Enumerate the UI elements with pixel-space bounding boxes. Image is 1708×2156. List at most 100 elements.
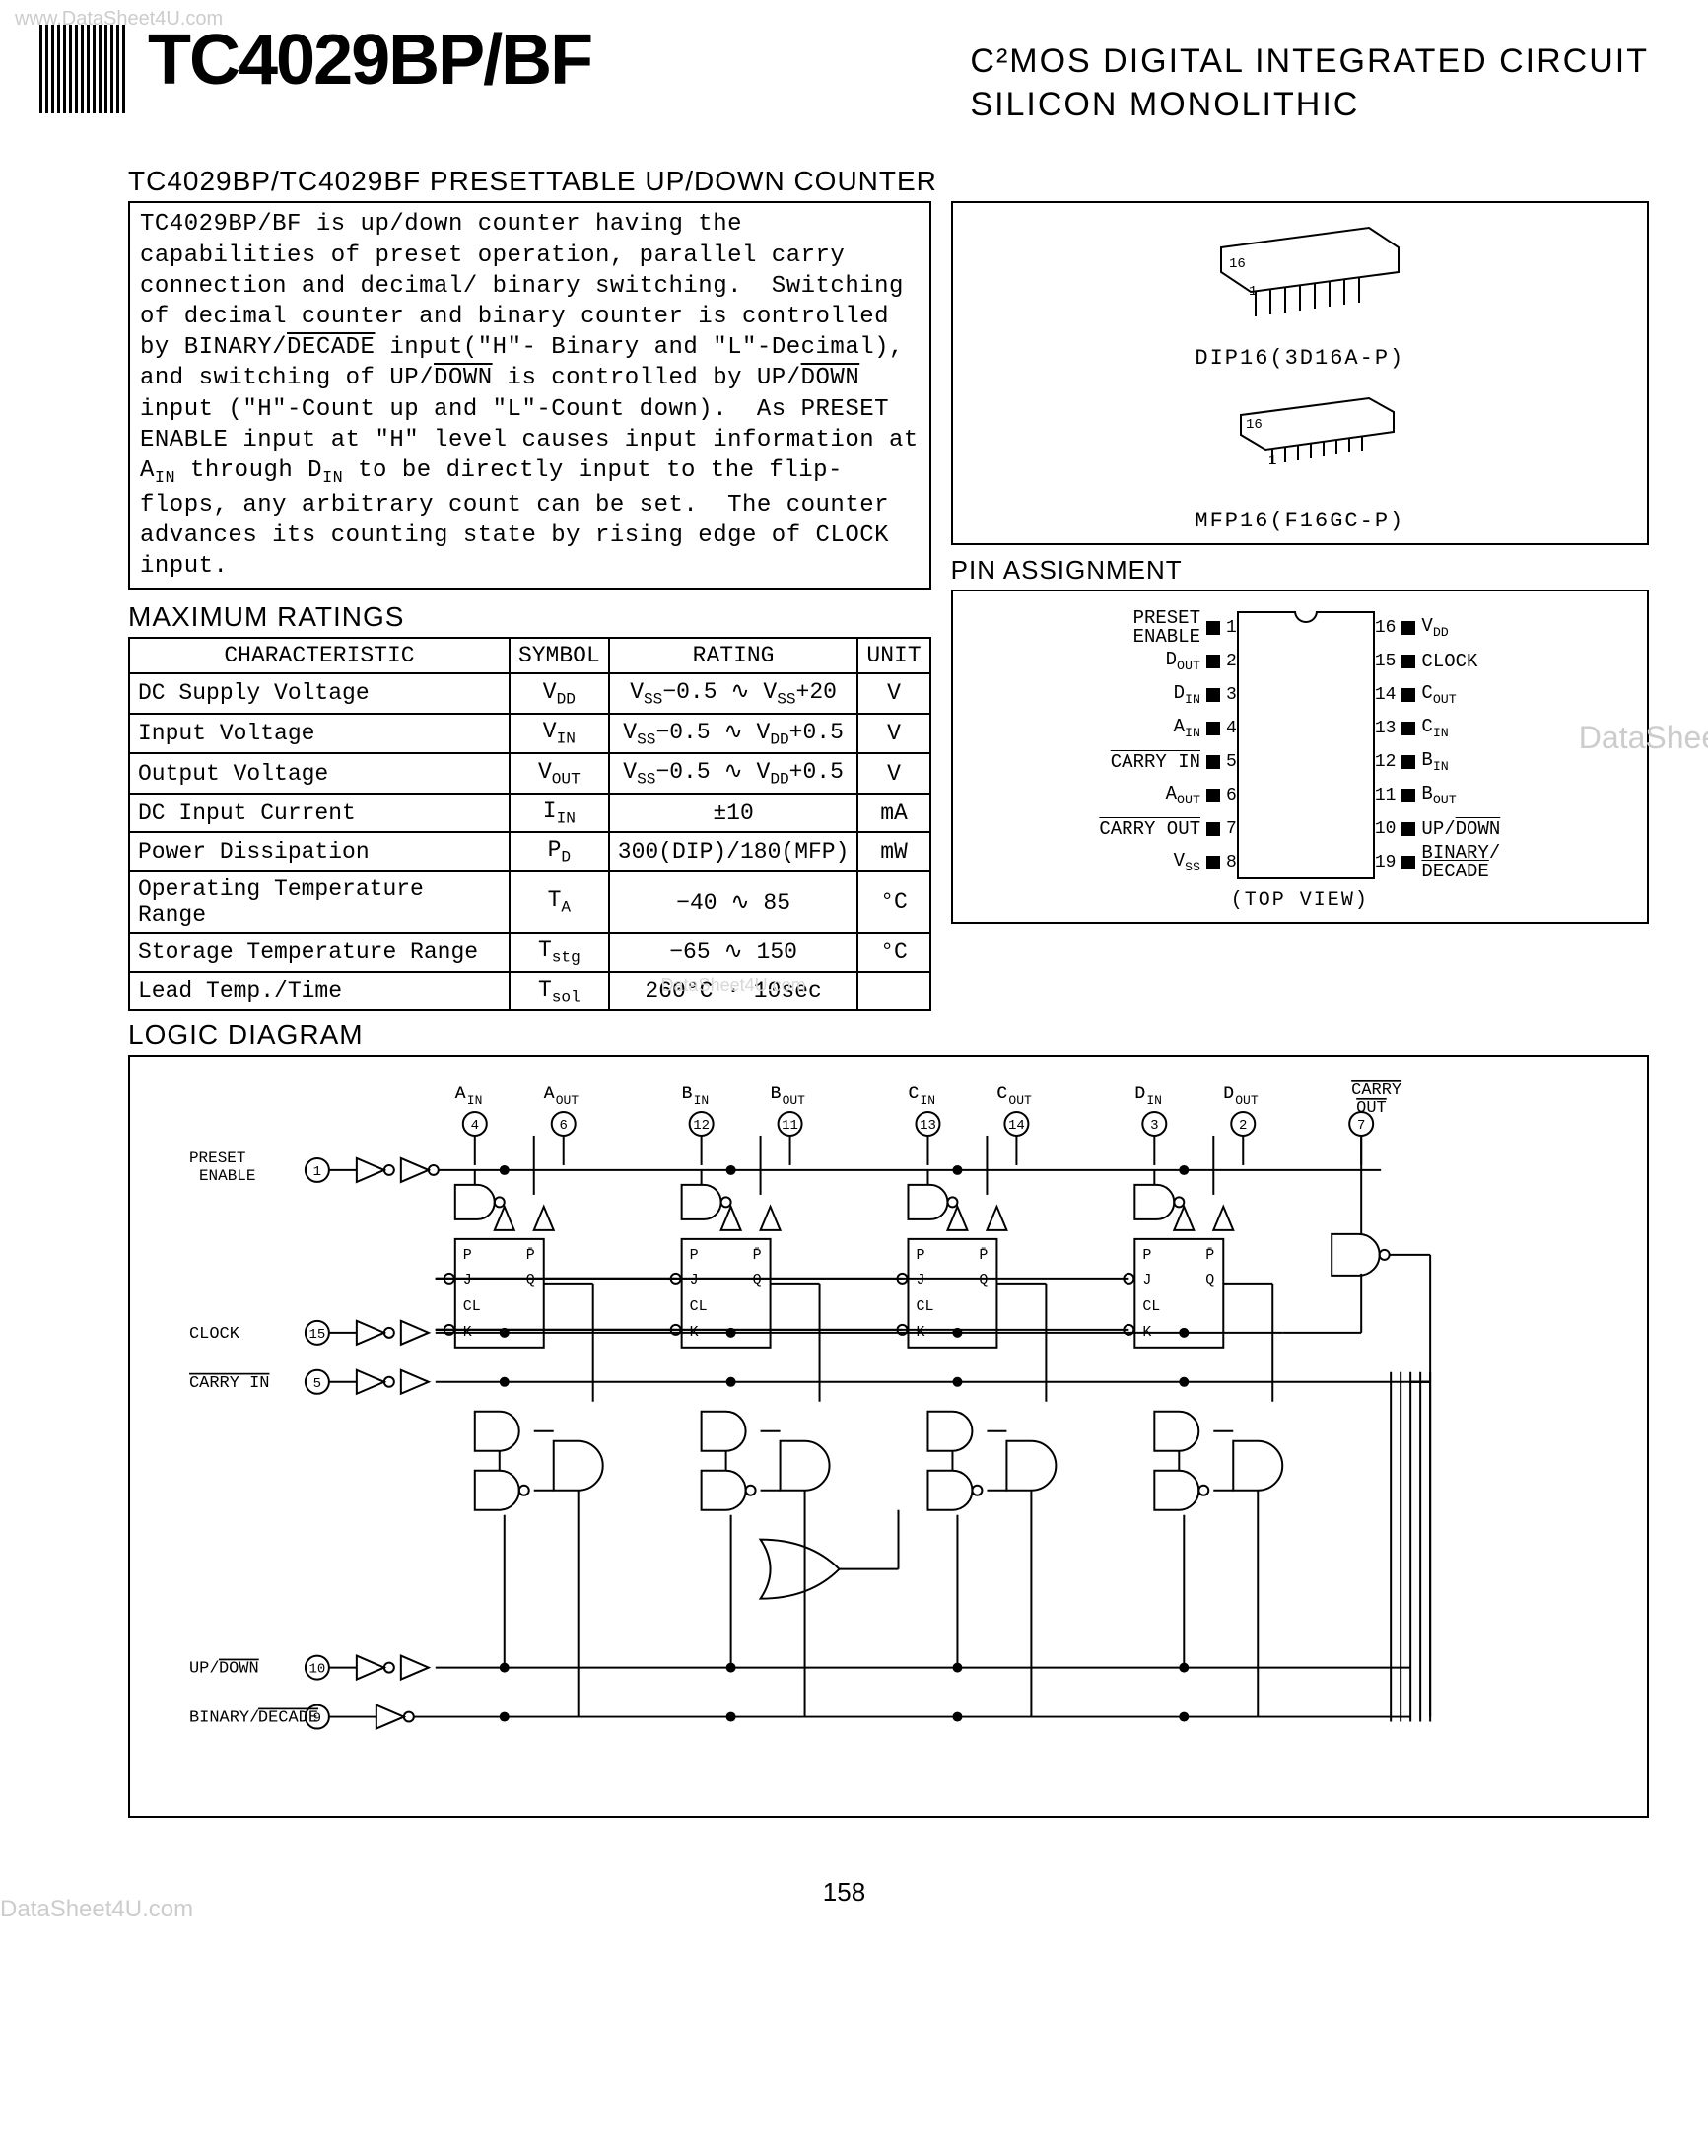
th-characteristic: CHARACTERISTIC: [129, 638, 510, 673]
cell-rating: −40 ∿ 85: [609, 871, 858, 933]
pin-number: 11: [1375, 786, 1397, 805]
svg-text:CL: CL: [690, 1299, 708, 1315]
svg-text:CARRY IN: CARRY IN: [189, 1374, 269, 1393]
cell-unit: mA: [857, 794, 929, 833]
pin-pad-icon: [1206, 688, 1220, 702]
svg-text:4: 4: [471, 1118, 479, 1134]
cell-rating: VSS−0.5 ∿ VSS+20: [609, 673, 858, 714]
svg-text:7: 7: [1357, 1118, 1365, 1134]
pin-pad-icon: [1206, 822, 1220, 836]
th-rating: RATING: [609, 638, 858, 673]
pin-label: BINARY/DECADE: [1421, 844, 1500, 881]
svg-text:B: B: [682, 1084, 693, 1104]
cell-symbol: IIN: [510, 794, 609, 833]
pin-number: 14: [1375, 685, 1397, 705]
svg-text:CLOCK: CLOCK: [189, 1325, 240, 1344]
svg-text:OUT: OUT: [1008, 1093, 1032, 1108]
package-box: 16 1 DIP16(3D16A-P) 16 1: [951, 201, 1649, 545]
svg-text:P: P: [690, 1248, 699, 1264]
pin-row: 15 CLOCK: [1375, 645, 1478, 678]
svg-text:OUT: OUT: [1235, 1093, 1259, 1108]
logic-diagram-title: LOGIC DIAGRAM: [128, 1019, 1649, 1051]
table-row: Input Voltage VIN VSS−0.5 ∿ VDD+0.5 V: [129, 714, 930, 754]
cell-symbol: VOUT: [510, 753, 609, 794]
pin-row: DIN 3: [1174, 678, 1237, 712]
svg-text:OUT: OUT: [783, 1093, 806, 1108]
pin-label: CARRY IN: [1111, 753, 1200, 772]
cell-char: Input Voltage: [129, 714, 510, 754]
svg-text:Q: Q: [753, 1273, 762, 1288]
svg-text:P: P: [916, 1248, 924, 1264]
pin-label: VSS: [1174, 852, 1200, 873]
svg-text:Q: Q: [979, 1273, 988, 1288]
description-text: TC4029BP/BF is up/down counter having th…: [140, 211, 919, 580]
svg-text:P̄: P̄: [1205, 1248, 1214, 1264]
svg-text:11: 11: [782, 1118, 798, 1134]
svg-text:Q: Q: [526, 1273, 535, 1288]
pin-pad-icon: [1401, 621, 1415, 635]
chip-outline: [1237, 611, 1375, 879]
pin-pad-icon: [1401, 755, 1415, 769]
cell-unit: °C: [857, 871, 929, 933]
pin-number: 2: [1226, 652, 1237, 671]
pin-number: 5: [1226, 752, 1237, 772]
svg-text:15: 15: [308, 1327, 325, 1343]
pin-label: BOUT: [1421, 785, 1456, 806]
svg-text:C: C: [908, 1084, 919, 1104]
svg-text:ENABLE: ENABLE: [199, 1167, 256, 1185]
cell-symbol: PD: [510, 832, 609, 871]
cell-unit: V: [857, 673, 929, 714]
svg-text:A: A: [455, 1084, 466, 1104]
pin-row: CARRY OUT 7: [1099, 812, 1236, 846]
pin-number: 1: [1226, 618, 1237, 638]
mfp-label: MFP16(F16GC-P): [963, 509, 1637, 533]
pin-label: DIN: [1174, 684, 1200, 706]
svg-text:A: A: [544, 1084, 555, 1104]
table-row: Lead Temp./Time Tsol 260°C · 10secDataSh…: [129, 972, 930, 1011]
pin-pad-icon: [1206, 722, 1220, 735]
svg-text:P̄: P̄: [753, 1248, 762, 1264]
cell-symbol: VIN: [510, 714, 609, 754]
svg-text:CL: CL: [463, 1299, 481, 1315]
cell-char: Lead Temp./Time: [129, 972, 510, 1011]
cell-char: Output Voltage: [129, 753, 510, 794]
pin-number: 13: [1375, 719, 1397, 738]
pin-pad-icon: [1206, 856, 1220, 869]
dip-package-icon: 16 1: [1172, 218, 1428, 336]
pin-pad-icon: [1206, 755, 1220, 769]
pin-label: AOUT: [1166, 785, 1200, 806]
table-row: DC Input Current IIN ±10 mA: [129, 794, 930, 833]
pin-label: DOUT: [1166, 651, 1200, 672]
pin-pad-icon: [1401, 722, 1415, 735]
svg-text:C: C: [996, 1084, 1007, 1104]
table-row: Output Voltage VOUT VSS−0.5 ∿ VDD+0.5 V: [129, 753, 930, 794]
cell-char: Power Dissipation: [129, 832, 510, 871]
svg-text:PRESET: PRESET: [189, 1149, 246, 1167]
svg-text:P̄: P̄: [526, 1248, 535, 1264]
pin-row: 16 VDD: [1375, 611, 1449, 645]
pin-number: 16: [1375, 618, 1397, 638]
svg-text:J: J: [463, 1273, 472, 1288]
dip-label: DIP16(3D16A-P): [963, 346, 1637, 371]
svg-text:3: 3: [1150, 1118, 1158, 1134]
pin-row: AIN 4: [1174, 712, 1237, 745]
svg-text:2: 2: [1239, 1118, 1247, 1134]
pin-pad-icon: [1206, 789, 1220, 802]
svg-text:P: P: [463, 1248, 472, 1264]
th-symbol: SYMBOL: [510, 638, 609, 673]
svg-text:IN: IN: [694, 1093, 710, 1108]
pin-row: 12 BIN: [1375, 745, 1449, 779]
svg-text:10: 10: [308, 1662, 325, 1678]
pin-number: 15: [1375, 652, 1397, 671]
pin-row: 14 COUT: [1375, 678, 1457, 712]
chip-notch-icon: [1294, 611, 1318, 623]
page-number: 158: [39, 1877, 1649, 1908]
pin-pad-icon: [1401, 688, 1415, 702]
cell-unit: V: [857, 753, 929, 794]
svg-text:6: 6: [560, 1118, 568, 1134]
cell-rating: ±10: [609, 794, 858, 833]
svg-text:9: 9: [313, 1711, 321, 1727]
pin-label: COUT: [1421, 684, 1456, 706]
pin-row: CARRY IN 5: [1111, 745, 1237, 779]
pin-row: 10 UP/DOWN: [1375, 812, 1500, 846]
